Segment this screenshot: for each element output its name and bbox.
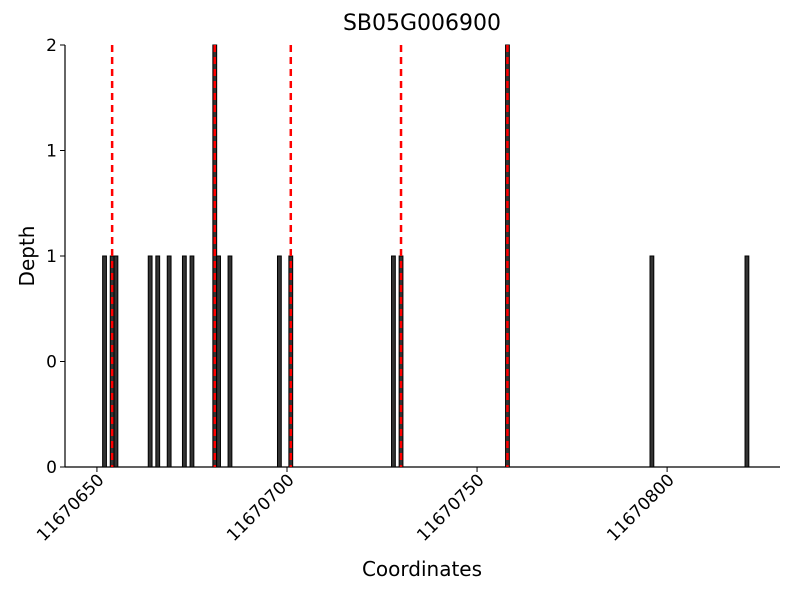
bar: [189, 255, 195, 468]
x-tick-label: 11670750: [413, 470, 488, 545]
y-tick-label: 2: [46, 36, 57, 56]
bar: [166, 255, 172, 468]
bar: [744, 255, 750, 468]
x-axis-label: Coordinates: [362, 557, 482, 581]
y-tick-label: 0: [46, 458, 57, 478]
bar: [102, 255, 107, 468]
bar: [181, 255, 187, 468]
bar: [391, 255, 396, 468]
chart-title: SB05G006900: [343, 11, 501, 36]
x-tick-label: 11670650: [33, 470, 108, 545]
y-tick-label: 1: [46, 142, 57, 162]
bar: [276, 255, 282, 468]
bar: [113, 255, 119, 468]
bar: [147, 255, 153, 468]
bar: [216, 255, 221, 468]
bar: [227, 255, 233, 468]
x-tick-label: 11670800: [603, 470, 678, 545]
bar: [649, 255, 655, 468]
y-tick-label: 1: [46, 247, 57, 267]
x-tick-label: 11670700: [223, 470, 298, 545]
bar: [155, 255, 161, 468]
y-axis-label: Depth: [15, 226, 39, 287]
y-tick-label: 0: [46, 353, 57, 373]
